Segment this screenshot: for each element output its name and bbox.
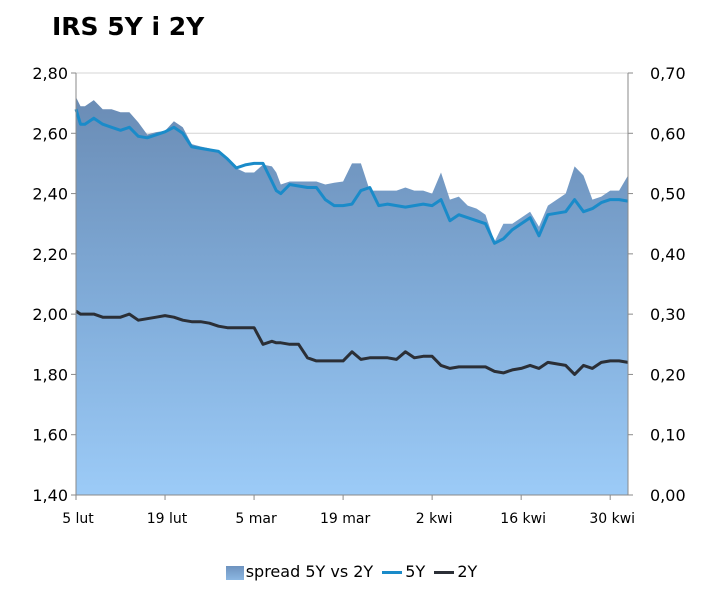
legend-swatch-5y — [382, 571, 403, 574]
spread-area — [76, 97, 628, 495]
legend-label-2y: 2Y — [457, 562, 478, 581]
chart-legend: spread 5Y vs 2Y 5Y 2Y — [0, 561, 703, 581]
y-right-tick-label: 0,50 — [650, 185, 686, 204]
y-left-tick-label: 2,20 — [32, 245, 68, 264]
y-right-tick-label: 0,00 — [650, 486, 686, 505]
legend-swatch-2y — [434, 571, 455, 574]
y-right-tick-label: 0,60 — [650, 124, 686, 143]
y-right-tick-label: 0,20 — [650, 365, 686, 384]
x-tick-label: 19 lut — [147, 511, 188, 527]
x-tick-label: 2 kwi — [416, 511, 453, 527]
legend-label-5y: 5Y — [405, 562, 426, 581]
x-tick-label: 16 kwi — [500, 511, 546, 527]
legend-item-5y: 5Y — [382, 562, 425, 581]
x-tick-label: 5 mar — [235, 511, 277, 527]
y-left-tick-label: 2,40 — [32, 185, 68, 204]
y-left-tick-label: 1,60 — [32, 426, 68, 445]
legend-item-2y: 2Y — [434, 562, 477, 581]
legend-label-spread: spread 5Y vs 2Y — [245, 562, 374, 581]
series-2y-line — [75, 309, 629, 376]
y-left-tick-label: 2,80 — [32, 64, 68, 83]
y-right-tick-label: 0,30 — [650, 305, 686, 324]
legend-item-spread: spread 5Y vs 2Y — [225, 562, 374, 581]
y-left-tick-label: 1,40 — [32, 486, 68, 505]
y-right-tick-label: 0,70 — [650, 64, 686, 83]
x-tick-label: 19 mar — [320, 511, 370, 527]
y-left-tick-label: 1,80 — [32, 365, 68, 384]
y-right-tick-label: 0,40 — [650, 245, 686, 264]
chart-title: IRS 5Y i 2Y — [52, 12, 205, 41]
series-5y-line — [74, 108, 629, 245]
y-left-tick-label: 2,00 — [32, 305, 68, 324]
x-tick-label: 30 kwi — [589, 511, 635, 527]
legend-swatch-spread — [225, 565, 244, 580]
y-left-tick-label: 2,60 — [32, 124, 68, 143]
y-right-tick-label: 0,10 — [650, 426, 686, 445]
x-tick-label: 5 lut — [62, 511, 94, 527]
